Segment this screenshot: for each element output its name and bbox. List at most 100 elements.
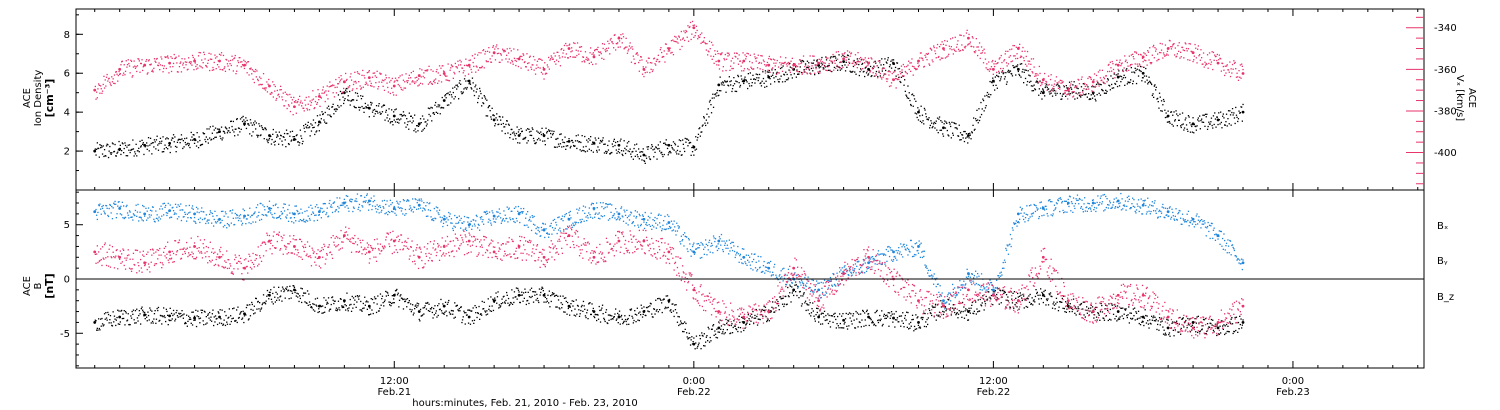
trace-dot: [463, 88, 465, 90]
trace-dot: [442, 107, 444, 109]
trace-dot: [360, 87, 363, 89]
trace-dot: [1118, 85, 1121, 87]
trace-dot: [936, 129, 938, 131]
trace-dot: [117, 149, 119, 151]
data-point: [417, 74, 421, 77]
trace-dot: [1160, 49, 1163, 51]
trace-dot: [144, 146, 146, 148]
trace-dot: [955, 314, 957, 316]
trace-dot: [1184, 42, 1186, 44]
trace-dot: [1065, 85, 1067, 87]
trace-dot: [636, 154, 638, 156]
trace-dot: [568, 306, 570, 308]
trace-dot: [350, 303, 352, 306]
trace-dot: [954, 36, 956, 38]
trace-dot: [1199, 54, 1201, 56]
trace-dot: [713, 97, 715, 99]
trace-dot: [729, 332, 731, 335]
trace-dot: [239, 313, 241, 315]
trace-dot: [181, 58, 183, 60]
trace-dot: [419, 122, 421, 124]
trace-dot: [904, 317, 906, 319]
trace-dot: [841, 68, 843, 70]
trace-dot: [936, 47, 938, 49]
trace-dot: [1155, 50, 1157, 52]
trace-dot: [1220, 58, 1222, 60]
trace-dot: [446, 303, 449, 305]
data-point: [717, 59, 721, 63]
trace-dot: [454, 302, 456, 304]
trace-dot: [1180, 126, 1182, 129]
trace-dot: [798, 63, 800, 65]
trace-dot: [737, 326, 740, 329]
trace-dot: [681, 154, 683, 156]
trace-dot: [290, 96, 292, 98]
trace-dot: [657, 311, 659, 313]
trace-dot: [855, 73, 857, 75]
trace-dot: [854, 62, 857, 64]
trace-dot: [821, 323, 824, 325]
trace-dot: [425, 302, 427, 304]
trace-dot: [711, 97, 713, 99]
trace-dot: [569, 147, 571, 149]
trace-dot: [724, 59, 726, 61]
trace-dot: [255, 128, 257, 130]
trace-dot: [459, 80, 461, 82]
data-point: [592, 55, 596, 59]
trace-dot: [117, 309, 119, 311]
trace-dot: [220, 54, 222, 56]
trace-dot: [1160, 110, 1162, 112]
trace-dot: [780, 64, 782, 66]
trace-dot: [312, 90, 314, 92]
trace-dot: [733, 320, 735, 322]
trace-dot: [171, 57, 173, 59]
trace-dot: [954, 49, 956, 52]
trace-dot: [565, 297, 567, 299]
trace-dot: [1122, 69, 1124, 71]
trace-dot: [1166, 116, 1168, 118]
trace-dot: [113, 74, 116, 76]
trace-dot: [722, 328, 724, 331]
trace-dot: [622, 322, 624, 325]
trace-dot: [846, 66, 848, 68]
trace-dot: [1197, 48, 1199, 50]
trace-dot: [844, 70, 847, 72]
trace-dot: [338, 106, 340, 108]
trace-dot: [549, 306, 551, 308]
trace-dot: [379, 72, 381, 74]
trace-dot: [483, 301, 485, 303]
trace-dot: [382, 85, 384, 87]
trace-dot: [747, 314, 749, 316]
data-point: [917, 59, 920, 63]
trace-dot: [603, 143, 605, 145]
trace-dot: [1024, 50, 1026, 52]
trace-dot: [315, 131, 317, 133]
trace-dot: [776, 59, 778, 62]
trace-dot: [775, 73, 778, 75]
trace-dot: [392, 91, 394, 94]
trace-dot: [738, 54, 740, 56]
trace-dot: [347, 86, 349, 88]
trace-dot: [448, 299, 450, 302]
trace-dot: [683, 30, 685, 32]
trace-dot: [699, 33, 701, 36]
trace-dot: [532, 137, 535, 140]
trace-dot: [1124, 76, 1127, 79]
trace-dot: [412, 70, 414, 72]
trace-dot: [946, 129, 948, 132]
trace-dot: [900, 325, 902, 327]
trace-dot: [474, 86, 476, 88]
trace-dot: [502, 49, 504, 52]
trace-dot: [467, 80, 469, 82]
trace-dot: [138, 310, 140, 312]
trace-dot: [709, 48, 711, 50]
trace-dot: [621, 153, 623, 155]
trace-dot: [356, 92, 359, 95]
trace-dot: [982, 50, 984, 52]
trace-dot: [226, 132, 229, 134]
trace-dot: [291, 99, 294, 101]
trace-dot: [567, 307, 569, 310]
trace-dot: [207, 62, 209, 64]
trace-dot: [533, 291, 535, 293]
trace-dot: [957, 48, 960, 50]
